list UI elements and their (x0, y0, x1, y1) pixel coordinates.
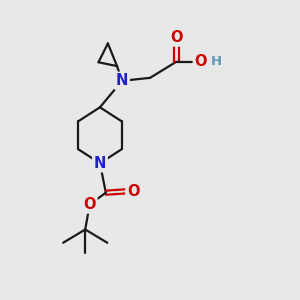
Text: O: O (127, 184, 140, 199)
Text: N: N (94, 156, 106, 171)
Text: H: H (210, 55, 221, 68)
Text: O: O (194, 54, 207, 69)
Text: N: N (116, 73, 128, 88)
Text: O: O (170, 30, 183, 45)
Text: O: O (83, 197, 96, 212)
